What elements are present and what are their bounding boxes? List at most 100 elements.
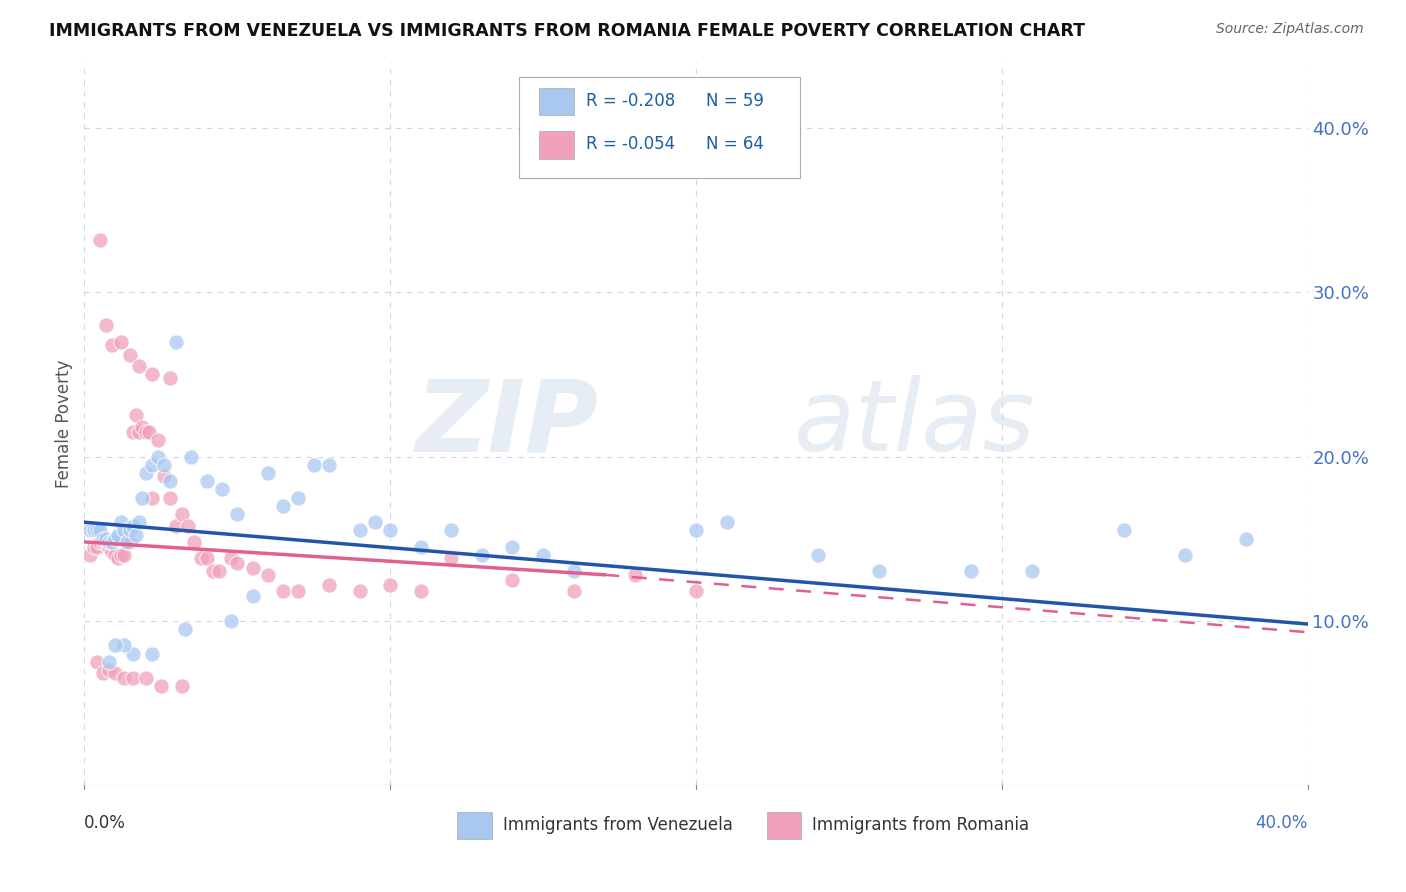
Point — [125, 528, 148, 542]
FancyBboxPatch shape — [766, 812, 801, 839]
Text: Source: ZipAtlas.com: Source: ZipAtlas.com — [1216, 22, 1364, 37]
Point — [195, 474, 218, 488]
Point — [302, 458, 325, 472]
Point — [110, 548, 132, 562]
Point — [159, 491, 181, 505]
Point — [349, 524, 371, 538]
Point — [91, 535, 114, 549]
Point — [101, 535, 124, 549]
Point — [287, 584, 309, 599]
Point — [1174, 548, 1197, 562]
Point — [125, 409, 148, 423]
Point — [89, 535, 111, 549]
Text: Immigrants from Romania: Immigrants from Romania — [813, 816, 1029, 834]
Point — [86, 540, 108, 554]
Point — [531, 548, 554, 562]
Point — [112, 639, 135, 653]
Point — [159, 474, 181, 488]
Point — [172, 507, 194, 521]
Y-axis label: Female Poverty: Female Poverty — [55, 359, 73, 488]
Point — [97, 655, 120, 669]
Point — [562, 565, 585, 579]
Point — [101, 338, 124, 352]
Text: IMMIGRANTS FROM VENEZUELA VS IMMIGRANTS FROM ROMANIA FEMALE POVERTY CORRELATION : IMMIGRANTS FROM VENEZUELA VS IMMIGRANTS … — [49, 22, 1085, 40]
Point — [89, 524, 111, 538]
FancyBboxPatch shape — [540, 87, 574, 115]
Point — [380, 577, 402, 591]
Point — [146, 450, 169, 464]
Text: 40.0%: 40.0% — [1256, 814, 1308, 832]
Point — [869, 565, 891, 579]
Point — [271, 499, 294, 513]
Text: 0.0%: 0.0% — [84, 814, 127, 832]
Point — [122, 518, 145, 533]
Point — [440, 524, 463, 538]
Point — [208, 565, 231, 579]
Point — [1021, 565, 1043, 579]
Point — [131, 420, 153, 434]
Text: R = -0.054: R = -0.054 — [586, 135, 675, 153]
Point — [141, 491, 163, 505]
Point — [172, 680, 194, 694]
Point — [174, 622, 197, 636]
Point — [83, 540, 105, 554]
Point — [128, 515, 150, 529]
Point — [257, 466, 280, 480]
Point — [83, 524, 105, 538]
Point — [318, 577, 340, 591]
Point — [287, 491, 309, 505]
Point — [409, 584, 432, 599]
Point — [141, 368, 163, 382]
Point — [226, 507, 249, 521]
Point — [440, 551, 463, 566]
Point — [409, 540, 432, 554]
Point — [97, 663, 120, 677]
Text: ZIP: ZIP — [415, 376, 598, 472]
Point — [219, 614, 242, 628]
Point — [502, 573, 524, 587]
Point — [562, 584, 585, 599]
Point — [153, 469, 176, 483]
Point — [271, 584, 294, 599]
Point — [685, 524, 707, 538]
Point — [120, 348, 142, 362]
Point — [107, 551, 129, 566]
Point — [122, 671, 145, 685]
Point — [141, 647, 163, 661]
Point — [201, 565, 224, 579]
Point — [318, 458, 340, 472]
Point — [94, 535, 117, 549]
FancyBboxPatch shape — [519, 77, 800, 178]
Point — [624, 567, 647, 582]
Point — [242, 589, 264, 603]
Point — [257, 567, 280, 582]
Point — [502, 540, 524, 554]
Point — [159, 370, 181, 384]
Point — [112, 524, 135, 538]
Point — [97, 535, 120, 549]
Point — [79, 548, 101, 562]
Point — [79, 524, 101, 538]
Point — [141, 458, 163, 472]
Point — [153, 458, 176, 472]
Point — [1114, 524, 1136, 538]
Point — [183, 535, 205, 549]
Point — [219, 551, 242, 566]
Point — [1236, 532, 1258, 546]
Point — [120, 535, 142, 549]
Point — [115, 535, 138, 549]
Point — [138, 425, 160, 439]
Point — [128, 359, 150, 374]
Point — [807, 548, 830, 562]
Point — [104, 666, 127, 681]
Point — [94, 532, 117, 546]
Point — [89, 233, 111, 247]
Point — [131, 491, 153, 505]
Point — [86, 655, 108, 669]
Point — [177, 518, 200, 533]
Point — [101, 545, 124, 559]
Point — [380, 524, 402, 538]
Point — [190, 551, 212, 566]
Point — [112, 548, 135, 562]
Point — [165, 334, 187, 349]
